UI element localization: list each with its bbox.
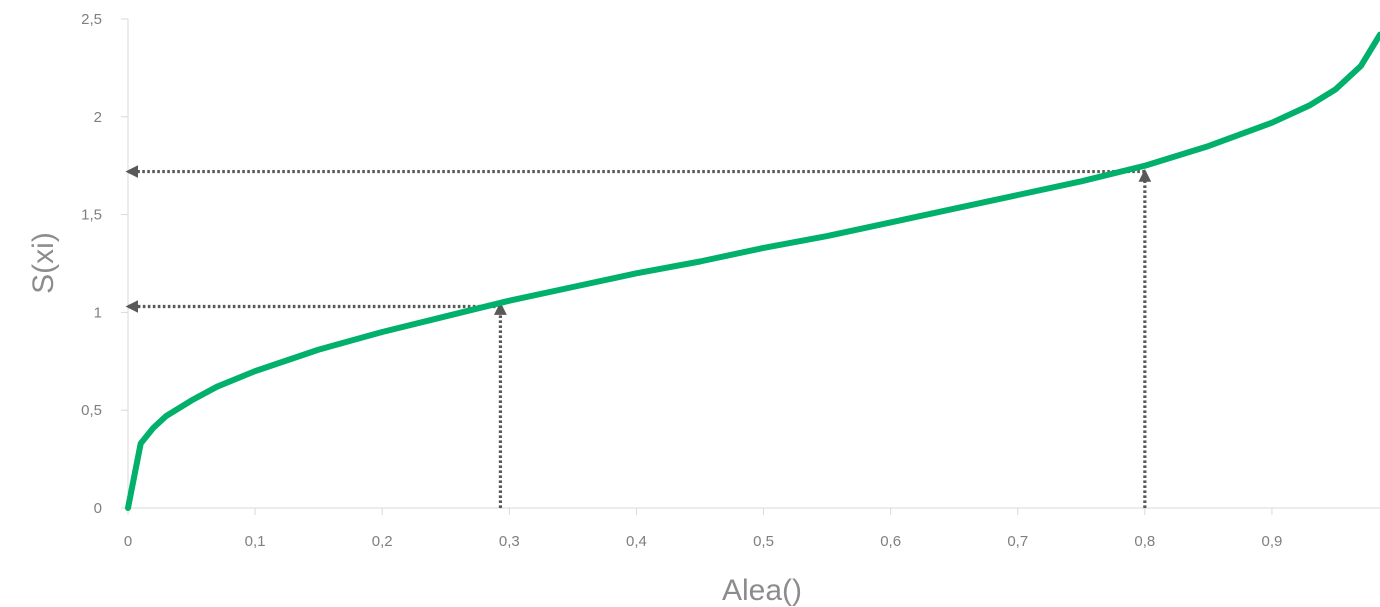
y-axis-title: S(xi) — [27, 232, 60, 294]
x-axis-title: Alea() — [722, 574, 802, 607]
x-tick-label: 0,1 — [245, 533, 266, 550]
x-tick-label: 0,2 — [372, 533, 393, 550]
tick-labels: 0 0,5 1 1,5 2 2,5 0 0,1 0,2 0,3 0,4 0,5 0,6 0,7 0,8 0,9 — [81, 11, 1282, 550]
x-tick-label: 0,9 — [1262, 533, 1283, 550]
x-tick-label: 0,3 — [499, 533, 520, 550]
series-line — [125, 31, 1380, 511]
y-tick-label: 2 — [94, 109, 102, 126]
annotations — [125, 165, 1152, 508]
x-tick-label: 0,5 — [753, 533, 774, 550]
y-tick-label: 1,5 — [81, 207, 102, 224]
y-tick-label: 0,5 — [81, 402, 102, 419]
axes — [121, 18, 1380, 515]
series-layer — [125, 31, 1380, 511]
x-tick-label: 0,6 — [880, 533, 901, 550]
x-tick-label: 0,8 — [1134, 533, 1155, 550]
y-tick-label: 0 — [94, 500, 102, 517]
y-tick-label: 1 — [94, 304, 102, 321]
x-tick-label: 0,4 — [626, 533, 647, 550]
x-tick-label: 0 — [124, 533, 132, 550]
x-tick-label: 0,7 — [1007, 533, 1028, 550]
y-tick-label: 2,5 — [81, 11, 102, 28]
